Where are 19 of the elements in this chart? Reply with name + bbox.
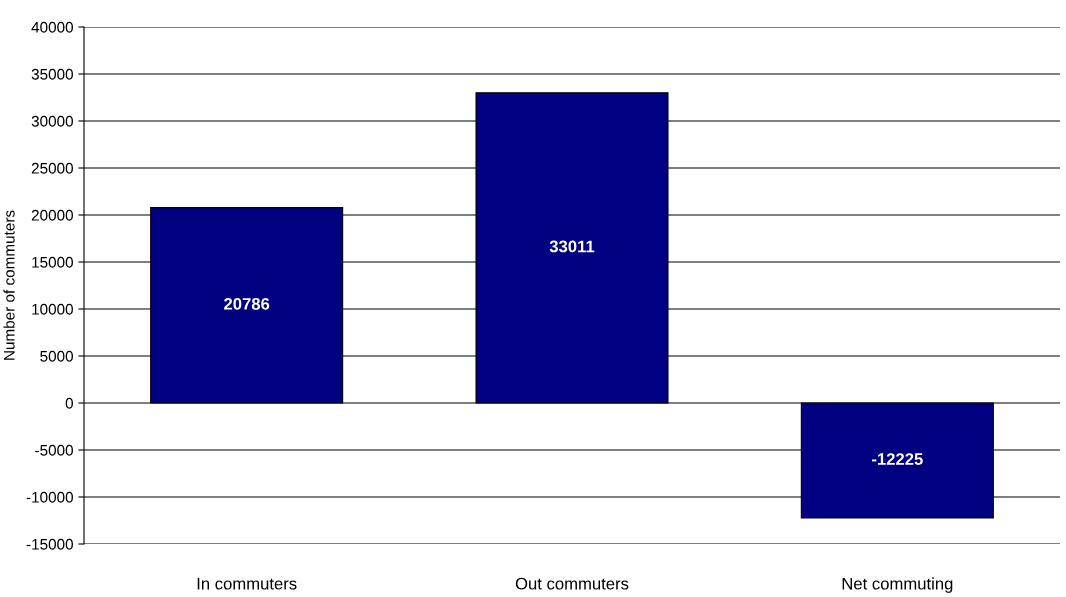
data-label: 33011	[549, 240, 595, 253]
y-tick-label: 25000	[31, 162, 73, 174]
x-tick-label: In commuters	[197, 577, 297, 590]
y-tick-label: -10000	[26, 491, 73, 503]
y-tick-label: 20000	[31, 209, 73, 221]
y-tick-label: 5000	[40, 350, 73, 362]
y-tick-label: -5000	[35, 444, 73, 456]
y-tick-label: 40000	[31, 21, 73, 33]
y-tick-label: -15000	[26, 538, 73, 550]
y-tick-label: 15000	[32, 256, 73, 268]
y-tick-label: 0	[65, 397, 73, 409]
data-label: 20786	[224, 297, 270, 310]
y-tick-label: 30000	[31, 115, 73, 127]
y-tick-label: 10000	[32, 303, 73, 315]
data-label: -12225	[872, 453, 923, 465]
x-tick-label: Net commuting	[842, 577, 953, 593]
x-tick-label: Out commuters	[515, 577, 629, 590]
y-tick-label: 35000	[31, 68, 73, 80]
y-axis-title: Number of commuters	[3, 210, 15, 360]
